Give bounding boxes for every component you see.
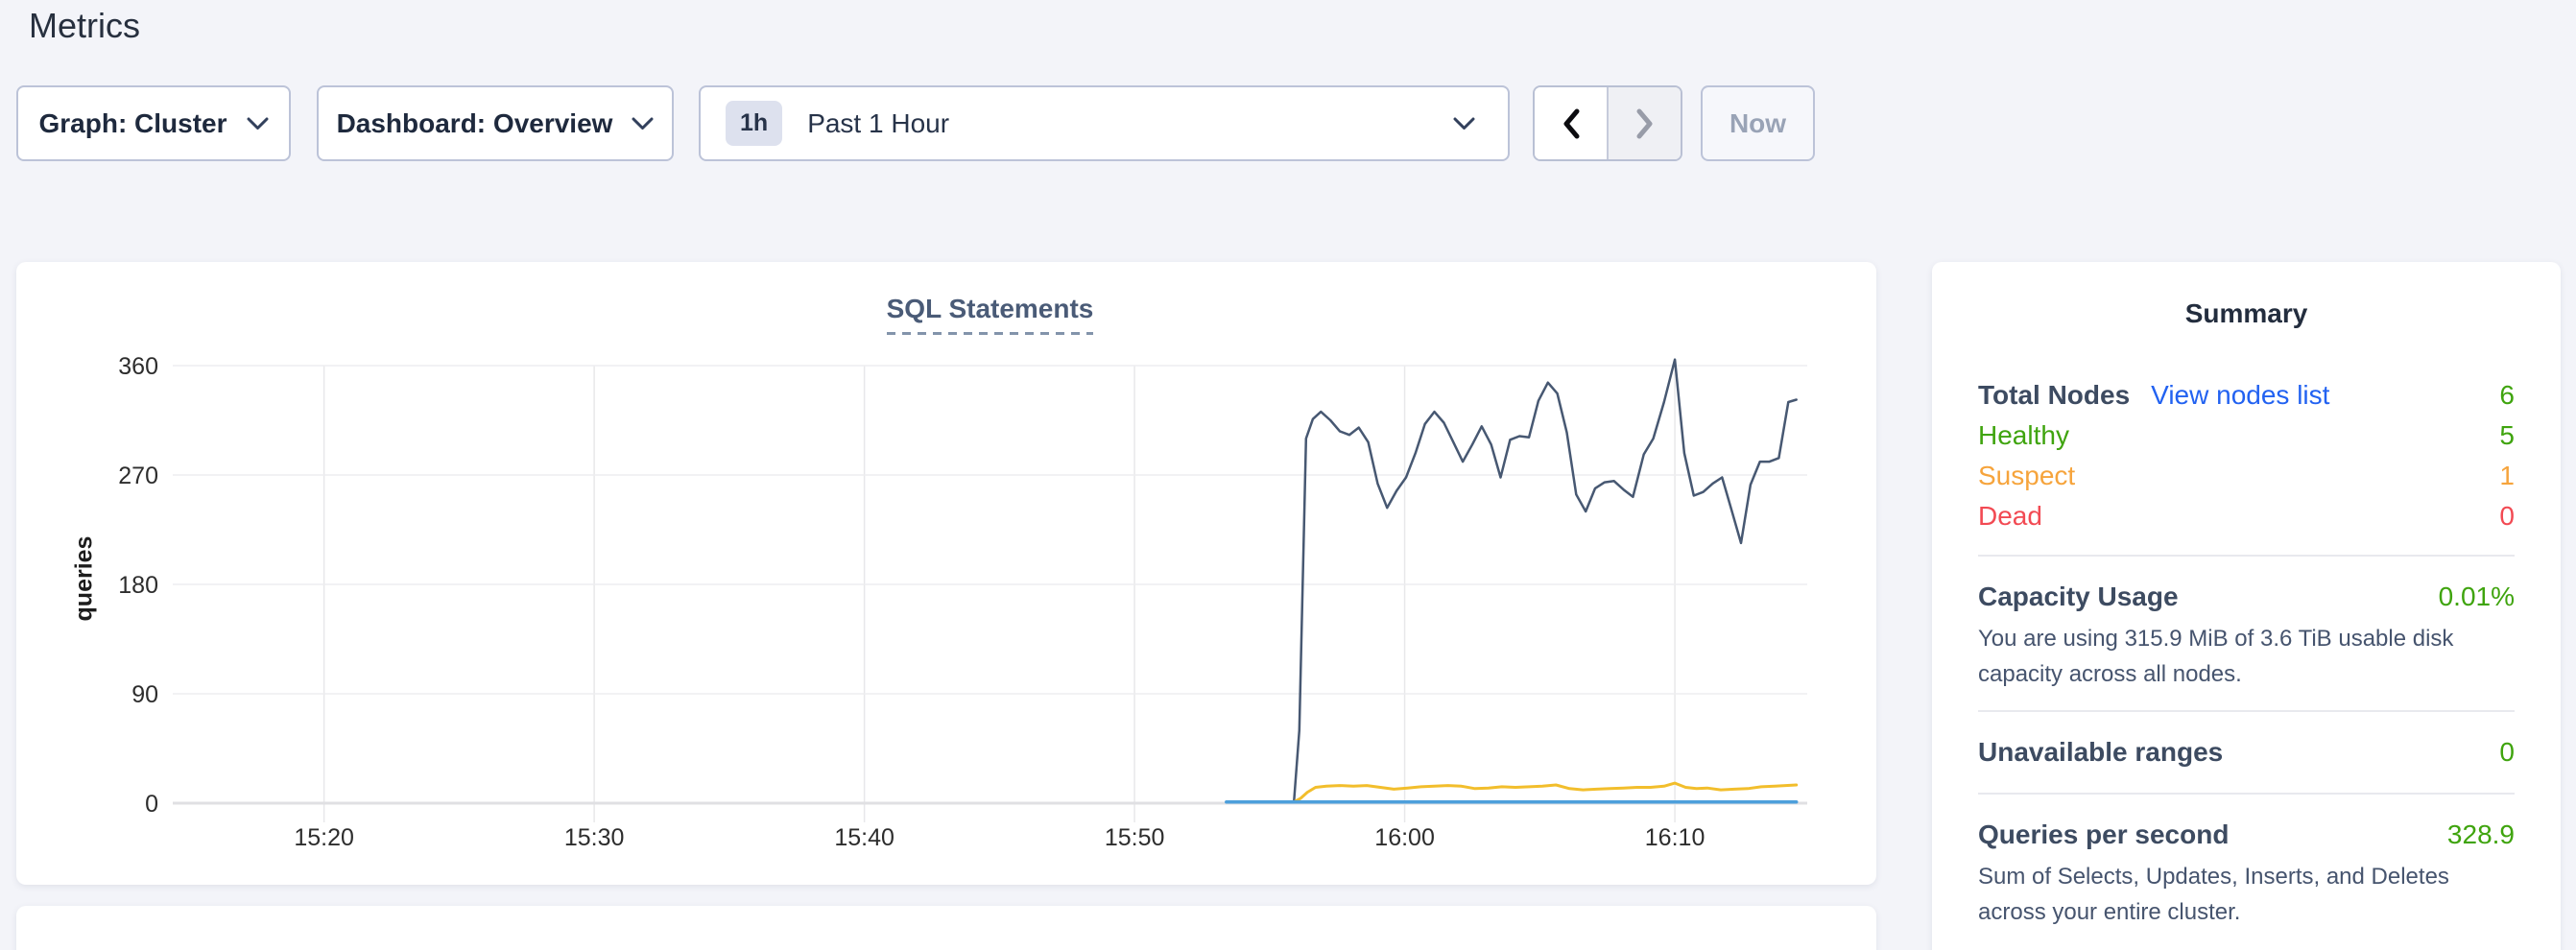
svg-text:16:10: 16:10 xyxy=(1645,824,1705,851)
chart-title-wrap: SQL Statements xyxy=(173,294,1807,335)
graph-dropdown-label: Graph: Cluster xyxy=(38,107,227,138)
page-title: Metrics xyxy=(29,6,140,45)
time-range-badge: 1h xyxy=(726,101,783,146)
divider xyxy=(1978,710,2515,712)
dead-nodes-row: Dead 0 xyxy=(1978,496,2515,536)
total-nodes-row: Total Nodes View nodes list 6 xyxy=(1978,375,2515,416)
capacity-usage-label: Capacity Usage xyxy=(1978,582,2179,611)
time-range-label: Past 1 Hour xyxy=(807,107,950,138)
healthy-nodes-row: Healthy 5 xyxy=(1978,416,2515,456)
queries-per-second-row: Queries per second 328.9 xyxy=(1978,813,2515,857)
dead-value: 0 xyxy=(2499,501,2515,531)
svg-text:15:50: 15:50 xyxy=(1105,824,1165,851)
svg-text:360: 360 xyxy=(118,353,158,380)
queries-per-second-label: Queries per second xyxy=(1978,819,2230,849)
now-button[interactable]: Now xyxy=(1701,85,1815,161)
svg-text:90: 90 xyxy=(131,681,158,708)
svg-text:270: 270 xyxy=(118,463,158,489)
dashboard-dropdown-label: Dashboard: Overview xyxy=(336,107,613,138)
divider xyxy=(1978,555,2515,557)
divider xyxy=(1978,793,2515,795)
unavailable-ranges-label: Unavailable ranges xyxy=(1978,737,2224,767)
dashboard-dropdown[interactable]: Dashboard: Overview xyxy=(317,85,674,161)
time-prev-button[interactable] xyxy=(1535,87,1607,159)
view-nodes-list-link[interactable]: View nodes list xyxy=(2151,380,2330,410)
queries-per-second-description: Sum of Selects, Updates, Inserts, and De… xyxy=(1978,864,2449,925)
dead-label: Dead xyxy=(1978,501,2042,531)
summary-title: Summary xyxy=(2184,298,2308,328)
capacity-usage-row: Capacity Usage 0.01% xyxy=(1978,575,2515,619)
total-nodes-label: Total Nodes xyxy=(1978,380,2131,410)
unavailable-ranges-value: 0 xyxy=(2499,737,2515,767)
chevron-down-icon xyxy=(632,117,654,130)
chevron-down-icon xyxy=(247,117,269,130)
chevron-left-icon xyxy=(1563,108,1579,138)
suspect-value: 1 xyxy=(2499,461,2515,490)
chart-title[interactable]: SQL Statements xyxy=(886,294,1093,335)
healthy-value: 5 xyxy=(2499,420,2515,450)
healthy-label: Healthy xyxy=(1978,420,2069,450)
suspect-label: Suspect xyxy=(1978,461,2076,490)
sql-statements-chart[interactable]: 15:20 15:30 15:40 15:50 16:00 16:10 0 90 180 270 3… xyxy=(16,262,1876,885)
summary-panel: Summary Total Nodes View nodes list 6 He… xyxy=(1932,262,2561,950)
total-nodes-value: 6 xyxy=(2499,380,2515,410)
svg-text:15:40: 15:40 xyxy=(834,824,894,851)
next-chart-card xyxy=(16,906,1876,950)
queries-per-second-value: 328.9 xyxy=(2446,819,2515,849)
chevron-right-icon xyxy=(1636,108,1652,138)
unavailable-ranges-row: Unavailable ranges 0 xyxy=(1978,730,2515,774)
sql-statements-card: SQL Statements queries 15:20 15:30 15:40 15… xyxy=(16,262,1876,885)
svg-text:15:30: 15:30 xyxy=(564,824,625,851)
chevron-down-icon xyxy=(1453,117,1475,130)
time-range-selector[interactable]: 1h Past 1 Hour xyxy=(699,85,1510,161)
time-nav-buttons xyxy=(1533,85,1682,161)
suspect-nodes-row: Suspect 1 xyxy=(1978,456,2515,496)
svg-text:16:00: 16:00 xyxy=(1374,824,1435,851)
time-next-button[interactable] xyxy=(1607,87,1681,159)
graph-dropdown[interactable]: Graph: Cluster xyxy=(16,85,291,161)
svg-text:0: 0 xyxy=(145,791,158,818)
capacity-usage-description: You are using 315.9 MiB of 3.6 TiB usabl… xyxy=(1978,626,2454,687)
svg-text:180: 180 xyxy=(118,572,158,599)
capacity-usage-value: 0.01% xyxy=(2438,582,2515,611)
svg-text:15:20: 15:20 xyxy=(294,824,354,851)
